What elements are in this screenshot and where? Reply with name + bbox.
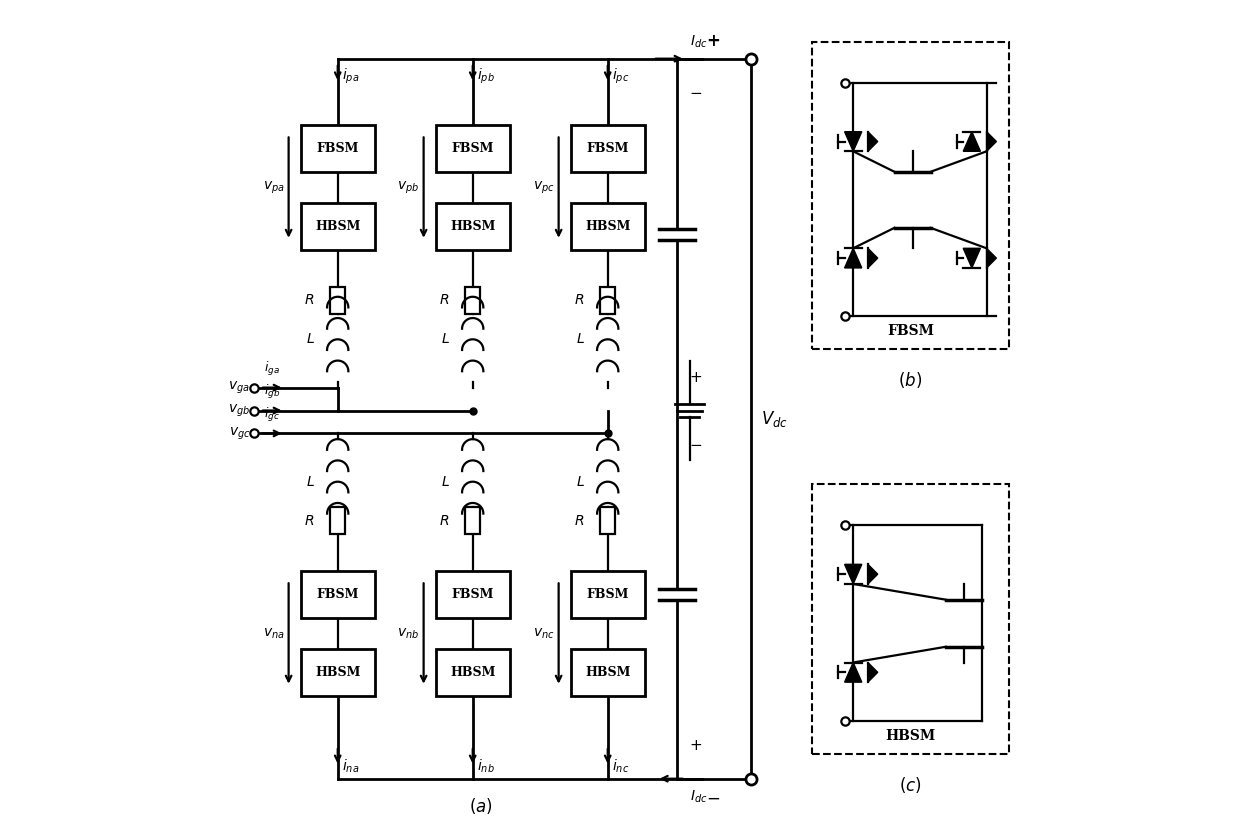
Text: $R$: $R$	[305, 514, 315, 528]
Bar	[330, 507, 345, 534]
Text: $v_{nc}$: $v_{nc}$	[533, 626, 554, 640]
Text: $i_{pc}$: $i_{pc}$	[611, 67, 629, 86]
Polygon shape	[868, 663, 878, 682]
Polygon shape	[868, 564, 878, 584]
Text: $v_{gc}$: $v_{gc}$	[228, 425, 250, 442]
Text: $L$: $L$	[575, 475, 585, 488]
Text: $L$: $L$	[306, 333, 315, 346]
Bar	[301, 649, 374, 696]
Text: $i_{gc}$: $i_{gc}$	[264, 406, 280, 424]
Text: $i_{ga}$: $i_{ga}$	[264, 360, 280, 378]
Polygon shape	[844, 248, 862, 268]
Bar	[465, 507, 480, 534]
Text: FBSM: FBSM	[316, 588, 358, 601]
Bar	[301, 125, 374, 172]
Text: HBSM: HBSM	[585, 666, 630, 679]
Text: $R$: $R$	[305, 293, 315, 307]
Polygon shape	[987, 248, 997, 268]
Text: HBSM: HBSM	[315, 220, 361, 233]
Text: $v_{pa}$: $v_{pa}$	[263, 179, 284, 195]
Text: FBSM: FBSM	[316, 142, 358, 155]
Text: $L$: $L$	[575, 333, 585, 346]
Text: $-$: $-$	[688, 436, 702, 451]
Polygon shape	[868, 248, 878, 268]
Text: $i_{pa}$: $i_{pa}$	[342, 67, 360, 86]
Text: $(c)$: $(c)$	[899, 774, 921, 795]
Bar	[436, 571, 510, 618]
Text: $R$: $R$	[574, 293, 585, 307]
Text: $v_{ga}$: $v_{ga}$	[228, 379, 250, 396]
Text: $I_{dc}$: $I_{dc}$	[689, 788, 707, 805]
Text: $+$: $+$	[688, 738, 702, 754]
Bar	[812, 43, 1008, 349]
Text: $(b)$: $(b)$	[899, 369, 923, 390]
Text: $i_{pb}$: $i_{pb}$	[477, 67, 495, 86]
Text: $v_{nb}$: $v_{nb}$	[398, 626, 419, 640]
Bar	[465, 287, 480, 314]
Text: FBSM: FBSM	[451, 588, 494, 601]
Polygon shape	[868, 131, 878, 151]
Polygon shape	[844, 131, 862, 151]
Text: HBSM: HBSM	[885, 729, 936, 743]
Bar	[600, 287, 615, 314]
Text: $L$: $L$	[441, 475, 450, 488]
Text: FBSM: FBSM	[451, 142, 494, 155]
Text: $-$: $-$	[706, 788, 720, 806]
Text: $v_{pc}$: $v_{pc}$	[533, 179, 554, 195]
Text: $i_{nb}$: $i_{nb}$	[477, 757, 495, 774]
Text: $R$: $R$	[439, 514, 450, 528]
Bar	[570, 125, 645, 172]
Text: HBSM: HBSM	[585, 220, 630, 233]
Text: HBSM: HBSM	[450, 220, 496, 233]
Bar	[436, 203, 510, 250]
Bar	[570, 203, 645, 250]
Text: $i_{gb}$: $i_{gb}$	[264, 383, 280, 401]
Bar	[570, 649, 645, 696]
Text: $R$: $R$	[439, 293, 450, 307]
Text: FBSM: FBSM	[587, 588, 629, 601]
Polygon shape	[963, 248, 981, 268]
Text: $L$: $L$	[441, 333, 450, 346]
Text: $I_{dc}$: $I_{dc}$	[689, 34, 707, 50]
Bar	[436, 649, 510, 696]
Bar	[600, 507, 615, 534]
Text: HBSM: HBSM	[450, 666, 496, 679]
Polygon shape	[987, 131, 997, 151]
Text: $+$: $+$	[688, 370, 702, 385]
Text: $v_{na}$: $v_{na}$	[263, 626, 284, 640]
Text: $i_{nc}$: $i_{nc}$	[611, 757, 629, 774]
Bar	[570, 571, 645, 618]
Bar	[812, 484, 1008, 754]
Text: $L$: $L$	[306, 475, 315, 488]
Bar	[301, 203, 374, 250]
Polygon shape	[963, 131, 981, 151]
Text: FBSM: FBSM	[887, 324, 934, 338]
Text: +: +	[706, 33, 719, 50]
Bar	[436, 125, 510, 172]
Text: $(a)$: $(a)$	[469, 796, 492, 815]
Bar	[301, 571, 374, 618]
Text: $v_{gb}$: $v_{gb}$	[228, 402, 250, 419]
Text: $i_{na}$: $i_{na}$	[342, 757, 360, 774]
Text: HBSM: HBSM	[315, 666, 361, 679]
Text: $R$: $R$	[574, 514, 585, 528]
Text: FBSM: FBSM	[587, 142, 629, 155]
Polygon shape	[844, 564, 862, 584]
Text: $V_{dc}$: $V_{dc}$	[760, 409, 787, 429]
Text: $-$: $-$	[688, 84, 702, 99]
Polygon shape	[844, 663, 862, 682]
Bar	[330, 287, 345, 314]
Text: $v_{pb}$: $v_{pb}$	[398, 179, 419, 195]
